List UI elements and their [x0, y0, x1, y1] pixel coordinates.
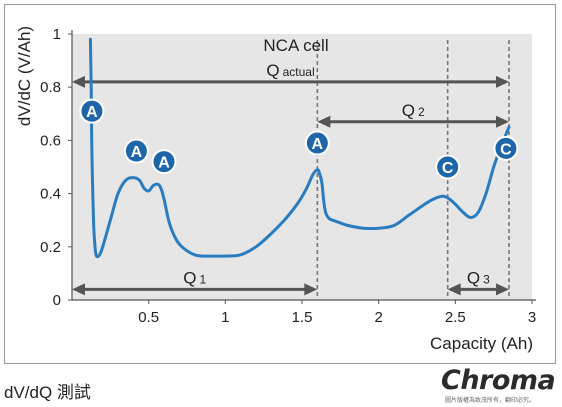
- dvdq-curve: [88, 37, 511, 259]
- marker-label: C: [442, 160, 454, 177]
- marker-label: C: [500, 141, 512, 158]
- x-tick-label: 2.5: [445, 309, 466, 326]
- text-labels: NCA cell Capacity (Ah) dV/dC (V/Ah): [15, 26, 533, 353]
- y-axis-label: dV/dC (V/Ah): [15, 26, 34, 126]
- marker-label: A: [312, 136, 324, 153]
- x-tick-label: 3: [528, 309, 536, 326]
- marker-label: A: [131, 144, 143, 161]
- y-tick-label: 0.4: [40, 186, 61, 203]
- marker-circle: [493, 135, 519, 161]
- chroma-logo: Chroma 圖片版權為致茂所有，翻印必究。: [441, 365, 556, 405]
- peak-marker-c: C: [435, 154, 461, 180]
- marker-circle: [304, 130, 330, 156]
- axes: 0 0.2 0.4 0.6 0.8 1 0.5 1 1.5 2 2.5 3: [40, 26, 536, 326]
- y-tick-label: 0.6: [40, 132, 61, 149]
- peak-marker-a: A: [151, 149, 177, 175]
- arrow-head-right-q_actual: [496, 75, 509, 88]
- y-tick-label: 1: [53, 26, 61, 43]
- chart-title: NCA cell: [263, 36, 328, 55]
- arrow-head-right-q2: [496, 115, 509, 128]
- x-tick-label: 1: [221, 309, 229, 326]
- peak-marker-a: A: [304, 130, 330, 156]
- logo-copyright: 圖片版權為致茂所有，翻印必究。: [445, 398, 536, 404]
- y-tick-label: 0: [53, 292, 61, 309]
- y-tick-label: 0.8: [40, 79, 61, 96]
- arrow-head-right-q1: [304, 283, 318, 296]
- marker-circle: [79, 98, 105, 124]
- arrow-head-left-q2: [317, 115, 331, 128]
- logo-wordmark: Chroma: [441, 365, 556, 396]
- arrow-head-left-q3: [447, 283, 461, 296]
- x-tick-label: 2: [374, 309, 382, 326]
- marker-circle: [435, 154, 461, 180]
- marker-circle: [151, 149, 177, 175]
- peak-marker-a: A: [123, 138, 149, 164]
- marker-label: A: [158, 155, 170, 172]
- arrow-head-left-q1: [72, 283, 85, 296]
- y-tick-label: 0.2: [40, 239, 61, 256]
- marker-circle: [123, 138, 149, 164]
- x-tick-label: 1.5: [292, 309, 313, 326]
- x-axis-label: Capacity (Ah): [430, 334, 533, 353]
- arrow-head-left-q_actual: [72, 75, 85, 88]
- x-tick-label: 0.5: [138, 309, 159, 326]
- figure-caption: dV/dQ 測試: [4, 383, 91, 402]
- peak-marker-c: C: [493, 135, 519, 161]
- peak-marker-a: A: [79, 98, 105, 124]
- marker-label: A: [86, 104, 98, 121]
- arrow-head-right-q3: [496, 283, 509, 296]
